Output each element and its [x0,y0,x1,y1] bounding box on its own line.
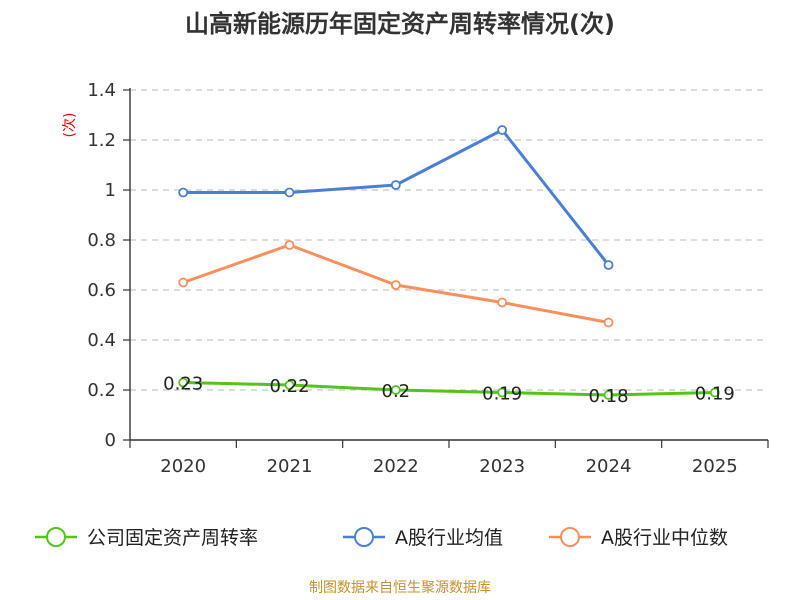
data-point [603,390,614,400]
legend-marker [560,527,580,547]
x-tick-label: 2025 [692,456,738,477]
y-axis-title: (次) [62,113,78,138]
data-label: 0.23 [163,374,203,395]
data-point [178,277,189,288]
legend-marker [354,527,374,547]
y-tick-label: 0.4 [87,330,116,351]
data-point [178,377,189,388]
data-point [284,380,295,390]
x-tick-label: 2021 [267,456,313,477]
data-point [390,280,401,290]
y-tick-label: 0.6 [87,280,116,301]
data-label: 0.2 [382,381,411,402]
legend-label: A股行业中位数 [601,527,728,549]
series-line-0 [183,381,715,397]
data-point [178,187,189,198]
x-tick-label: 2020 [160,456,206,477]
data-point [497,297,508,308]
y-tick-label: 1.4 [87,80,116,101]
data-point [603,317,614,328]
y-tick-label: 0.2 [87,380,116,401]
y-tick-label: 1.2 [87,130,116,151]
data-point [390,385,401,395]
y-tick-label: 0.8 [87,230,116,251]
data-point [284,187,295,198]
x-tick-label: 2023 [479,456,525,477]
chart-title: 山高新能源历年固定资产周转率情况(次) [185,10,615,38]
x-tick-label: 2022 [373,456,419,477]
x-tick-label: 2024 [586,456,632,477]
data-point [390,180,401,190]
data-point [603,260,614,270]
data-point [709,387,720,398]
legend-label: A股行业均值 [395,527,503,549]
data-label: 0.22 [269,376,309,397]
data-label: 0.19 [482,384,522,405]
source-note: 制图数据来自恒生聚源数据库 [309,580,491,596]
data-label: 0.18 [588,386,628,407]
series-line-1 [183,128,610,266]
data-point [497,387,508,398]
data-label: 0.19 [695,384,735,405]
legend-label: 公司固定资产周转率 [87,527,258,549]
data-point [497,125,508,135]
legend-marker [46,527,66,547]
y-tick-label: 1 [105,180,116,201]
y-tick-label: 0 [105,430,116,451]
data-point [284,240,295,250]
